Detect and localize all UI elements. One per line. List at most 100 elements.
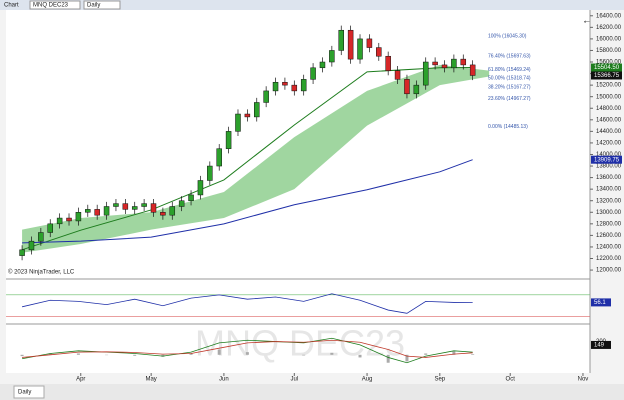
candle-body <box>422 61 429 86</box>
macd-histogram <box>330 352 334 355</box>
x-tick-label: Oct <box>506 377 516 383</box>
candle-body <box>376 47 382 57</box>
x-tick-label: Sep <box>434 377 445 383</box>
candle-body <box>413 84 420 95</box>
y-tick-label: 15800.00 <box>596 48 622 54</box>
candle-body <box>338 29 344 51</box>
fib-label: 0.00% (14485.13) <box>488 124 528 130</box>
y-tick-label: 16000.00 <box>596 36 622 42</box>
candle-body <box>469 64 476 76</box>
candle-body <box>366 38 373 48</box>
candle-body <box>47 223 53 233</box>
macd-histogram <box>424 353 428 355</box>
x-tick-label: Apr <box>76 377 85 383</box>
x-tick-label: Nov <box>578 377 589 383</box>
y-tick-label: 12600.00 <box>596 233 622 239</box>
candle-body <box>66 217 72 222</box>
candle-body <box>94 209 100 216</box>
interval-box[interactable] <box>83 0 121 10</box>
price-marker <box>591 155 622 164</box>
macd-histogram <box>20 354 24 357</box>
candle-body <box>75 212 82 222</box>
candle-body <box>460 58 467 66</box>
y-tick-label: 13000.00 <box>596 210 622 216</box>
y-tick-label: 12800.00 <box>596 221 622 227</box>
macd-histogram <box>217 349 221 355</box>
macd-histogram <box>189 353 193 355</box>
plot-bg <box>6 10 590 373</box>
rsi-line <box>21 293 473 314</box>
candle-body <box>197 180 204 196</box>
fib-label: 38.20% (15167.27) <box>488 84 531 90</box>
macd-histogram <box>452 351 456 355</box>
macd-histogram <box>405 354 409 362</box>
candle-body <box>357 38 363 60</box>
y-tick-label: 14800.00 <box>596 106 622 112</box>
candle-body <box>169 206 176 216</box>
candle-body <box>113 203 119 207</box>
candle-body <box>451 58 457 69</box>
tab[interactable] <box>13 385 45 399</box>
candle-body <box>263 90 269 103</box>
instrument-box[interactable] <box>29 0 81 10</box>
candle-body <box>385 55 391 71</box>
candle-body <box>85 209 91 213</box>
candle-body <box>122 203 129 210</box>
y-tick-label: 12400.00 <box>596 245 622 251</box>
y-tick-label: 15200.00 <box>596 83 622 89</box>
macd-histogram <box>302 354 306 356</box>
fib-label: 23.60% (14967.27) <box>488 96 531 102</box>
macd-histogram <box>386 354 390 363</box>
instrument[interactable]: MNQ DEC23 <box>33 3 69 9</box>
window-title: Chart <box>4 3 19 9</box>
candle-body <box>141 203 147 207</box>
candle-body <box>441 64 448 69</box>
rsi-marker <box>591 298 611 307</box>
candle-body <box>291 84 298 92</box>
candle-body <box>272 81 279 92</box>
y-tick-label: 13600.00 <box>596 175 622 181</box>
tab-label[interactable]: Daily <box>18 390 31 396</box>
macd-histogram <box>245 352 249 355</box>
y-tick-label: 12200.00 <box>596 256 622 262</box>
candle-body <box>404 79 410 95</box>
y-tick-label: 14600.00 <box>596 117 622 123</box>
fib-label: 50.00% (15318.74) <box>488 76 531 82</box>
y-tick-label: 13800.00 <box>596 164 622 170</box>
candle-body <box>282 81 288 86</box>
candle-body <box>103 206 110 216</box>
candle-body <box>394 70 401 80</box>
macd-histogram <box>358 354 362 358</box>
tab-bar <box>0 384 624 400</box>
candle-body <box>235 113 241 132</box>
candle-body <box>300 79 307 92</box>
candle-body <box>329 50 335 63</box>
macd-histogram <box>471 354 475 355</box>
x-tick-label: Jul <box>290 377 298 383</box>
x-tick-label: May <box>145 377 156 383</box>
macd-value: 149 <box>594 343 605 349</box>
candle-body <box>188 194 194 201</box>
candle-body <box>225 131 232 149</box>
candle-body <box>150 203 157 213</box>
macd-histogram <box>76 353 80 355</box>
toolbar <box>0 0 624 10</box>
fib-label: 61.80% (15469.24) <box>488 67 531 73</box>
candle-body <box>207 165 213 181</box>
y-tick-label: 16200.00 <box>596 25 622 31</box>
interval[interactable]: Daily <box>87 3 100 9</box>
candle-body <box>254 102 260 118</box>
copyright: © 2023 NinjaTrader, LLC <box>8 269 75 276</box>
y-tick-label: 14000.00 <box>596 152 622 158</box>
candle-body <box>160 212 166 216</box>
candle-body <box>347 29 354 60</box>
y-tick-label: 12000.00 <box>596 268 622 274</box>
candle-body <box>38 232 44 242</box>
moving-average <box>22 159 473 244</box>
y-tick-label: 15600.00 <box>596 60 622 66</box>
back-arrow[interactable]: ← <box>582 16 592 27</box>
y-tick-label: 16400.00 <box>596 13 622 19</box>
candle-body <box>216 148 222 167</box>
price-marker-label: 15504.50 <box>594 65 620 71</box>
